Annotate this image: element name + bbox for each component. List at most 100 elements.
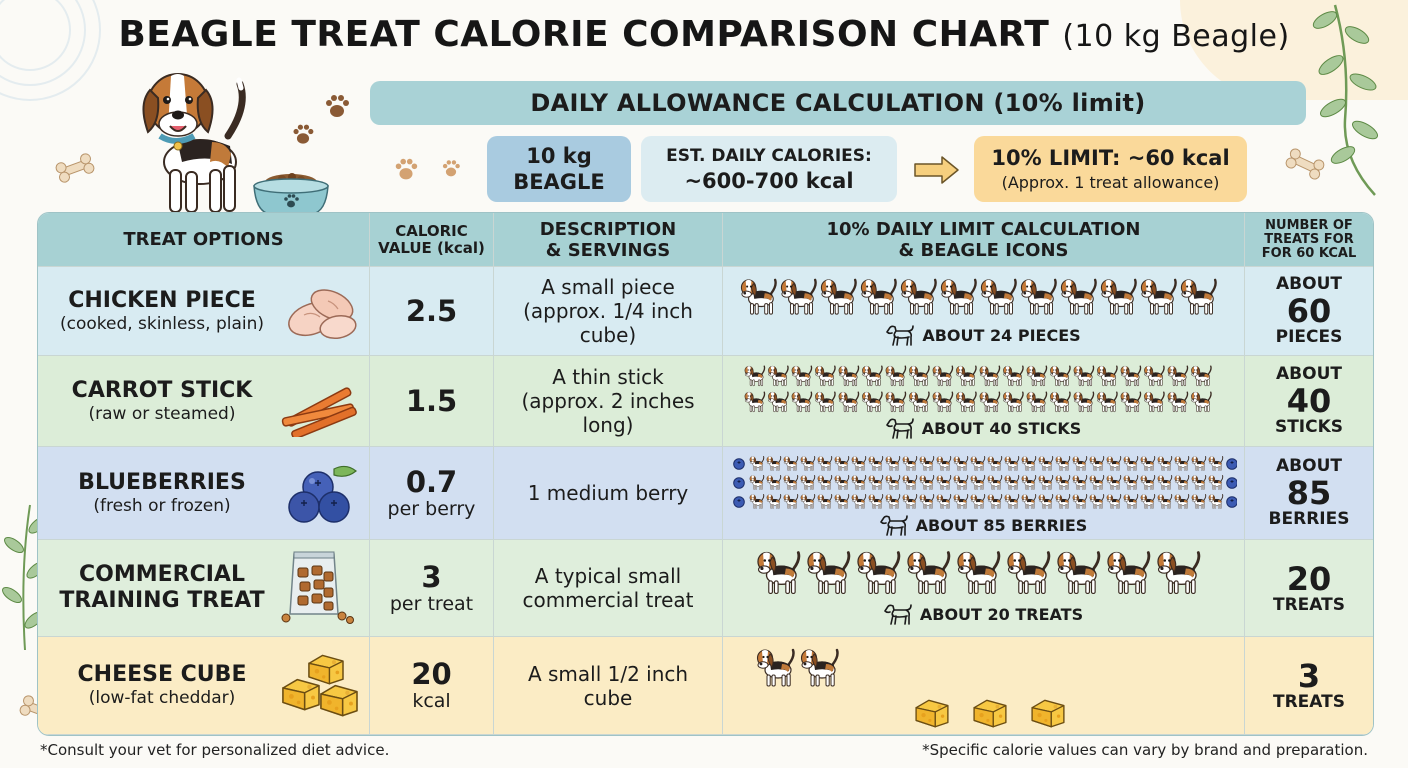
caloric-value: 3 bbox=[421, 559, 442, 594]
paw-print-icon bbox=[395, 158, 418, 180]
beagle-icon bbox=[1143, 365, 1165, 387]
caloric-value: 0.7 bbox=[405, 464, 458, 499]
beagle-icon-group bbox=[739, 278, 1217, 316]
table-row-description: A typical small commercial treat bbox=[494, 540, 723, 637]
arrow-right-icon bbox=[914, 156, 959, 184]
beagle-icon bbox=[861, 391, 883, 413]
beagle-icon bbox=[756, 551, 800, 595]
beagle-icon bbox=[901, 475, 917, 490]
dog-outline-icon bbox=[884, 602, 914, 626]
beagle-icon bbox=[979, 278, 1017, 316]
table-row-limit-icons: ABOUT 85 BERRIES bbox=[723, 447, 1245, 540]
beagle-icon bbox=[743, 365, 765, 387]
footer-note-left: *Consult your vet for personalized diet … bbox=[40, 741, 390, 759]
beagle-icon bbox=[1071, 456, 1087, 471]
beagle-icon bbox=[743, 391, 765, 413]
beagle-icon bbox=[1037, 475, 1053, 490]
beagle-icon-group bbox=[732, 456, 1237, 509]
header-count-line-3: FOR 60 KCAL bbox=[1261, 245, 1357, 261]
limit-caption-text: ABOUT 40 STICKS bbox=[921, 418, 1082, 438]
beagle-icon bbox=[1096, 365, 1118, 387]
header-treat-options: TREAT OPTIONS bbox=[38, 213, 370, 267]
beagle-icon bbox=[969, 456, 985, 471]
treat-name: CARROT STICK bbox=[71, 377, 253, 403]
header-caloric-value: CALORIC VALUE (kcal) bbox=[370, 213, 494, 267]
beagle-icon bbox=[931, 391, 953, 413]
header-count-line-1: NUMBER OF bbox=[1265, 217, 1353, 233]
table-row-calories: 0.7 per berry bbox=[370, 447, 494, 540]
beagle-icon bbox=[1106, 551, 1150, 595]
treat-comparison-table: TREAT OPTIONS CALORIC VALUE (kcal) DESCR… bbox=[37, 212, 1374, 736]
beagle-icon bbox=[765, 456, 781, 471]
count-number: 20 bbox=[1286, 559, 1332, 598]
caloric-unit: per treat bbox=[389, 592, 474, 615]
count-number: 3 bbox=[1297, 657, 1321, 695]
beagle-icon bbox=[901, 494, 917, 509]
beagle-icon bbox=[748, 456, 764, 471]
beagle-icon bbox=[969, 475, 985, 490]
beagle-icon bbox=[1119, 391, 1141, 413]
beagle-icon bbox=[918, 456, 934, 471]
beagle-icon bbox=[952, 475, 968, 490]
beagle-icon bbox=[1059, 278, 1097, 316]
beagle-icon bbox=[1173, 494, 1189, 509]
table-row-treat: CHICKEN PIECE (cooked, skinless, plain) bbox=[38, 267, 370, 356]
beagle-icon bbox=[1071, 475, 1087, 490]
caloric-unit: kcal bbox=[412, 690, 451, 712]
beagle-icon bbox=[986, 475, 1002, 490]
beagle-icon bbox=[1020, 456, 1036, 471]
limit-caption: ABOUT 20 TREATS bbox=[884, 602, 1083, 626]
blueberry-icon bbox=[288, 465, 357, 523]
table-row-count: ABOUT 60 PIECES bbox=[1245, 267, 1373, 356]
leaf-branch-icon bbox=[2, 504, 48, 651]
beagle-icon bbox=[816, 494, 832, 509]
table-row-count: ABOUT 40 STICKS bbox=[1245, 356, 1373, 447]
page-title-main: BEAGLE TREAT CALORIE COMPARISON CHART bbox=[118, 14, 1050, 55]
beagle-icon bbox=[955, 391, 977, 413]
beagle-icon bbox=[899, 278, 937, 316]
dog-outline-icon bbox=[886, 323, 916, 347]
beagle-icon bbox=[1003, 456, 1019, 471]
cheese-cube-icon bbox=[1030, 699, 1065, 728]
beagle-icon bbox=[986, 456, 1002, 471]
carrot-icon bbox=[281, 387, 357, 437]
beagle-icon-group bbox=[756, 551, 1200, 595]
beagle-icon bbox=[867, 494, 883, 509]
beagle-icon bbox=[1207, 475, 1223, 490]
beagle-icon bbox=[1173, 475, 1189, 490]
beagle-icon bbox=[1071, 494, 1087, 509]
beagle-icon bbox=[1190, 365, 1212, 387]
limit-caption-text: ABOUT 20 TREATS bbox=[919, 604, 1084, 624]
beagle-mascot-icon bbox=[142, 73, 246, 213]
treat-name: CHEESE CUBE bbox=[77, 662, 247, 687]
table-row-calories: 3 per treat bbox=[370, 540, 494, 637]
table-row-limit-icons bbox=[723, 637, 1245, 735]
treat-note: (low-fat cheddar) bbox=[88, 688, 236, 708]
beagle-icon bbox=[1020, 494, 1036, 509]
beagle-icon bbox=[986, 494, 1002, 509]
count-unit: PIECES bbox=[1275, 327, 1343, 347]
beagle-icon bbox=[969, 494, 985, 509]
beagle-icon bbox=[833, 456, 849, 471]
beagle-icon bbox=[782, 494, 798, 509]
dog-outline-icon bbox=[880, 513, 910, 537]
desc-line-2: commercial treat bbox=[522, 588, 694, 612]
beagle-icon-group bbox=[755, 648, 1065, 728]
beagle-icon bbox=[837, 391, 859, 413]
beagle-icon bbox=[1166, 365, 1188, 387]
beagle-icon bbox=[765, 475, 781, 490]
beagle-icon bbox=[1072, 391, 1094, 413]
beagle-icon bbox=[867, 475, 883, 490]
treat-name-line-2: TRAINING TREAT bbox=[59, 588, 265, 613]
beagle-icon bbox=[1056, 551, 1100, 595]
limit-note: (Approx. 1 treat allowance) bbox=[1001, 173, 1220, 192]
blueberry-icon bbox=[732, 477, 745, 489]
beagle-icon bbox=[884, 456, 900, 471]
beagle-icon bbox=[1002, 391, 1024, 413]
desc-line-2: cube bbox=[583, 685, 633, 710]
blueberry-icon bbox=[732, 458, 745, 470]
desc-line-2: (approx. 1/4 inch cube) bbox=[523, 299, 693, 347]
beagle-icon bbox=[799, 475, 815, 490]
beagle-icon bbox=[767, 365, 789, 387]
beagle-icon bbox=[861, 365, 883, 387]
